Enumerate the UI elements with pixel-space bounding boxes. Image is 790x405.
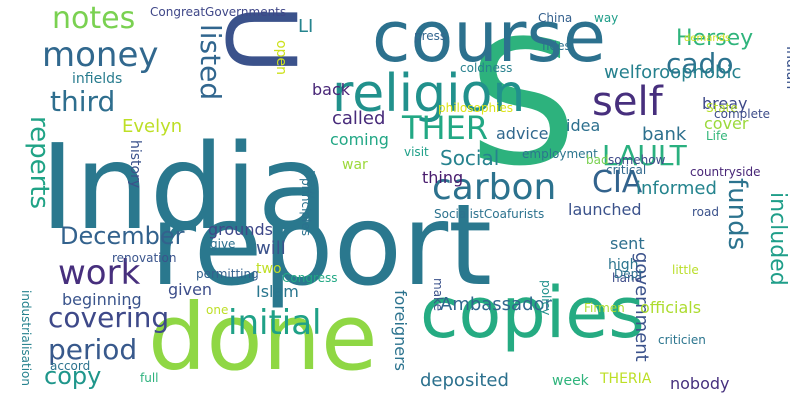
word: open: [273, 40, 289, 75]
word: CIA: [592, 165, 643, 200]
word: accord: [50, 359, 91, 373]
word: week: [552, 373, 589, 389]
word: work: [58, 253, 141, 293]
word: countryside: [690, 165, 761, 179]
word: SocialistCoafurists: [434, 207, 545, 221]
word: give: [210, 237, 236, 251]
word: sent: [610, 234, 645, 253]
word: breay: [702, 94, 748, 113]
word: State: [706, 101, 738, 115]
word: THERIA: [600, 371, 652, 387]
word: coldness: [460, 61, 513, 75]
word: infields: [72, 71, 123, 87]
word: bank: [642, 124, 687, 145]
word: third: [50, 85, 116, 118]
word: report: [150, 181, 493, 311]
word: bad: [586, 153, 609, 167]
word: period: [48, 333, 138, 366]
word: listed: [194, 24, 227, 101]
word: history: [127, 140, 143, 189]
word: permitting: [196, 267, 259, 281]
word: copies: [420, 272, 645, 354]
word: S: [468, 3, 578, 204]
word: covering: [48, 301, 170, 334]
word: coming: [330, 130, 389, 149]
word: Social: [440, 146, 500, 170]
word: idea: [566, 116, 601, 135]
word: little: [672, 263, 699, 277]
word: officials: [640, 298, 702, 317]
word: religion: [332, 64, 526, 124]
word: two: [256, 261, 282, 277]
word: one: [206, 303, 229, 317]
word: hand: [612, 271, 643, 285]
word: demands: [684, 33, 731, 44]
word: somehow: [608, 153, 666, 167]
word: nobody: [670, 374, 730, 393]
word: way: [594, 11, 619, 25]
word: beginning: [62, 290, 142, 309]
word: reperts: [24, 116, 54, 210]
word: will: [256, 238, 286, 259]
word: full: [140, 371, 159, 385]
word: war: [342, 157, 368, 173]
word: press: [414, 29, 447, 43]
word: launched: [568, 200, 642, 219]
word: road: [692, 205, 719, 219]
word: welforoophobic: [604, 62, 742, 83]
word: high: [608, 257, 639, 273]
word: thing: [422, 168, 464, 187]
word: funds: [722, 178, 752, 251]
word: done: [148, 284, 378, 391]
word: complete: [714, 107, 771, 121]
word: employment: [522, 147, 598, 161]
word: philosophies: [438, 101, 514, 115]
word: criticien: [658, 333, 706, 347]
word: cover: [704, 114, 749, 133]
word: policy: [539, 280, 553, 316]
word: notes: [52, 1, 136, 36]
word: THER: [402, 109, 489, 147]
word: Hersey: [676, 26, 754, 51]
word: money: [42, 35, 159, 75]
word: Life: [706, 129, 728, 143]
word: course: [372, 0, 606, 78]
word: LI: [298, 16, 314, 37]
word: initial: [228, 303, 322, 343]
word: given: [168, 280, 213, 299]
word: informed: [636, 178, 717, 199]
word: self: [592, 79, 663, 125]
word: back: [312, 80, 351, 99]
word: LAULT: [602, 139, 687, 172]
word: India: [40, 118, 330, 256]
word: advice: [496, 124, 549, 143]
word: visit: [404, 145, 429, 159]
word: included: [765, 192, 790, 286]
word: renovation: [112, 251, 177, 265]
word: CongreatGovernments: [150, 5, 287, 19]
word: principles: [299, 178, 313, 237]
word: make: [431, 278, 445, 311]
word: fides: [542, 39, 571, 53]
word: critical: [606, 163, 647, 177]
word: Evelyn: [122, 116, 183, 137]
word: carbon: [432, 167, 557, 208]
word: foreigners: [391, 290, 410, 371]
word: December: [60, 222, 185, 250]
word: industrialisation: [19, 290, 33, 386]
word: deposited: [420, 370, 509, 391]
word: Firmen: [584, 301, 625, 315]
word: copy: [44, 362, 102, 390]
word: called: [332, 108, 386, 129]
word: Indian: [783, 46, 790, 90]
word: Islam: [256, 282, 299, 301]
word: Ambassador: [440, 294, 552, 315]
word: Dept: [614, 267, 643, 281]
word: China: [538, 11, 573, 25]
word: grounds: [208, 220, 273, 239]
word: Congress: [282, 271, 338, 285]
word: cado: [666, 47, 734, 80]
